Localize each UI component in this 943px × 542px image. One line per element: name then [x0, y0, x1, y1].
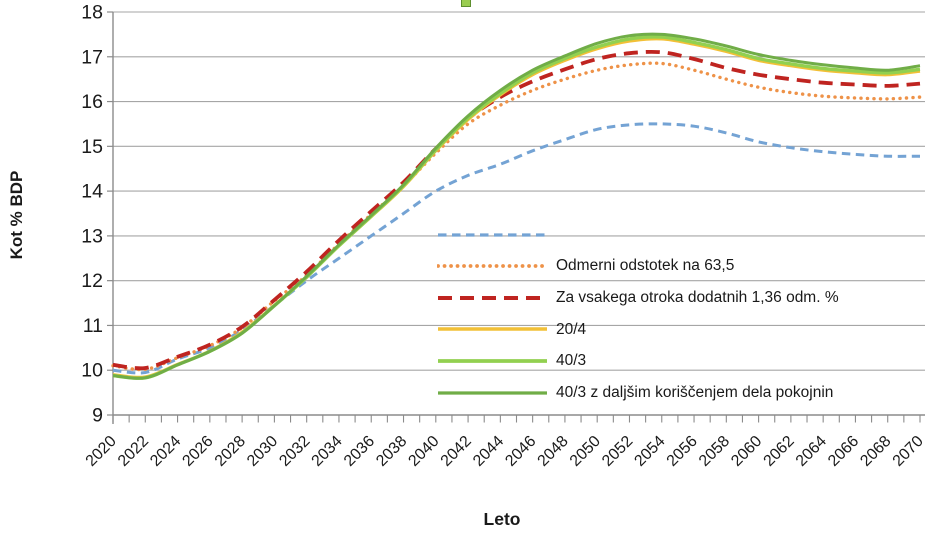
y-tick-label: 10 — [81, 360, 103, 382]
y-tick-label: 13 — [81, 225, 103, 247]
y-tick-label: 18 — [81, 2, 103, 24]
legend-item: 40/3 z daljšim koriščenjem dela pokojnin — [437, 381, 833, 405]
series-line-blue-0 — [112, 122, 921, 375]
legend-key-dotted-line — [437, 264, 548, 268]
x-axis-title: Leto — [483, 509, 521, 529]
series-line-40-3-z-dalj-im-kori-enjem-dela-pokojnin — [112, 32, 921, 380]
legend-label: Za vsakega otroka dodatnih 1,36 odm. % — [556, 288, 839, 306]
legend-label: 20/4 — [556, 320, 587, 338]
cropped-green-square-marker — [461, 0, 471, 7]
y-tick-label: 11 — [83, 315, 103, 337]
legend-item: 40/3 — [437, 349, 586, 373]
y-tick-label: 17 — [81, 46, 103, 68]
legend-key-solid-line — [438, 359, 547, 363]
legend-key-solid-line — [438, 390, 547, 395]
legend-item: Za vsakega otroka dodatnih 1,36 odm. % — [437, 286, 839, 310]
y-tick-label: 14 — [81, 181, 103, 203]
y-tick-label: 15 — [81, 136, 103, 158]
legend-item — [437, 223, 556, 247]
legend-key-long-dash-line — [438, 295, 547, 300]
series-line-za-vsakega-otroka-dodatnih-1-36-odm- — [112, 49, 921, 371]
legend-key-solid-line — [438, 327, 547, 332]
y-tick-label: 9 — [92, 405, 103, 427]
legend-label: 40/3 — [556, 352, 587, 370]
legend-key-dashed-line — [438, 232, 547, 237]
legend-label: Odmerni odstotek na 63,5 — [556, 257, 735, 275]
legend-item: Odmerni odstotek na 63,5 — [437, 254, 734, 278]
legend-item: 20/4 — [437, 317, 586, 341]
y-tick-label: 12 — [81, 270, 103, 292]
y-tick-label: 16 — [81, 91, 103, 113]
legend-label: 40/3 z daljšim koriščenjem dela pokojnin — [556, 383, 834, 401]
